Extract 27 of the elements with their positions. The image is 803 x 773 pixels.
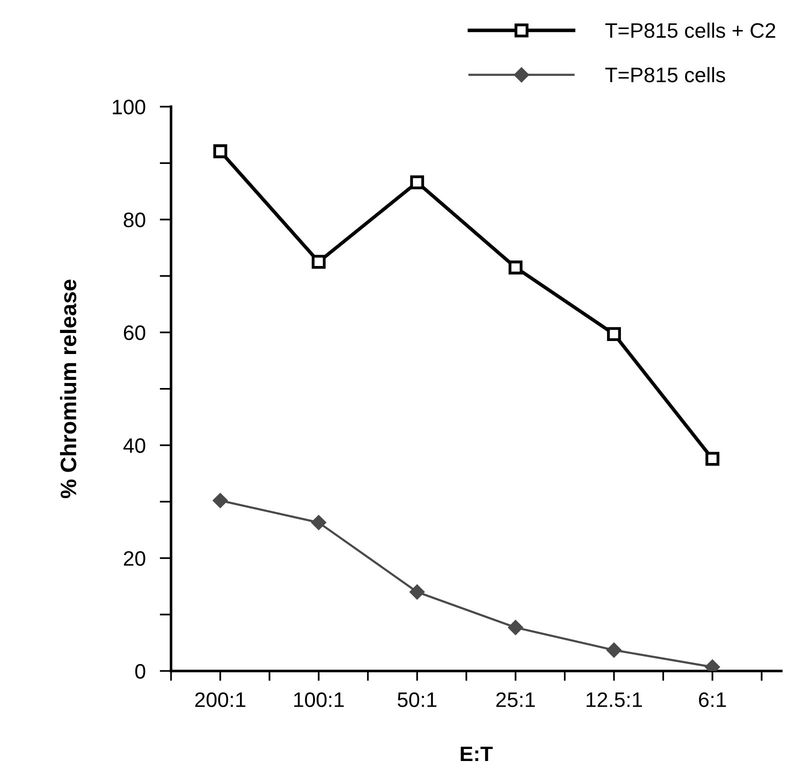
point (311, 515, 326, 530)
point (606, 642, 622, 658)
x-tick-label: 6:1 (698, 692, 726, 708)
point (410, 584, 424, 600)
x-tick-label: 50:1 (398, 692, 436, 708)
x-tick-label: 200:1 (195, 692, 246, 708)
x-tick-label: 12.5:1 (586, 692, 642, 708)
y-tick-label: 100 (112, 100, 146, 114)
x-tick-label: 25:1 (496, 692, 535, 708)
point (607, 327, 621, 342)
point (705, 452, 720, 466)
point (508, 260, 522, 274)
legend-label: T=P815 cells + C2 (605, 22, 776, 38)
y-axis-title: % Chromium release (60, 280, 76, 498)
point (312, 254, 326, 269)
point (213, 144, 228, 158)
point (212, 493, 228, 508)
point (508, 620, 523, 635)
y-tick-label: 40 (123, 438, 146, 453)
legend-label: T=P815 cells (605, 67, 726, 82)
point (410, 175, 424, 190)
y-tick-label: 80 (124, 212, 146, 228)
x-tick-label: 100:1 (294, 692, 344, 708)
x-axis-title: E:T (460, 746, 493, 762)
y-tick-label: 0 (135, 664, 146, 679)
y-tick-label: 20 (124, 551, 146, 566)
y-tick-label: 60 (124, 325, 146, 340)
